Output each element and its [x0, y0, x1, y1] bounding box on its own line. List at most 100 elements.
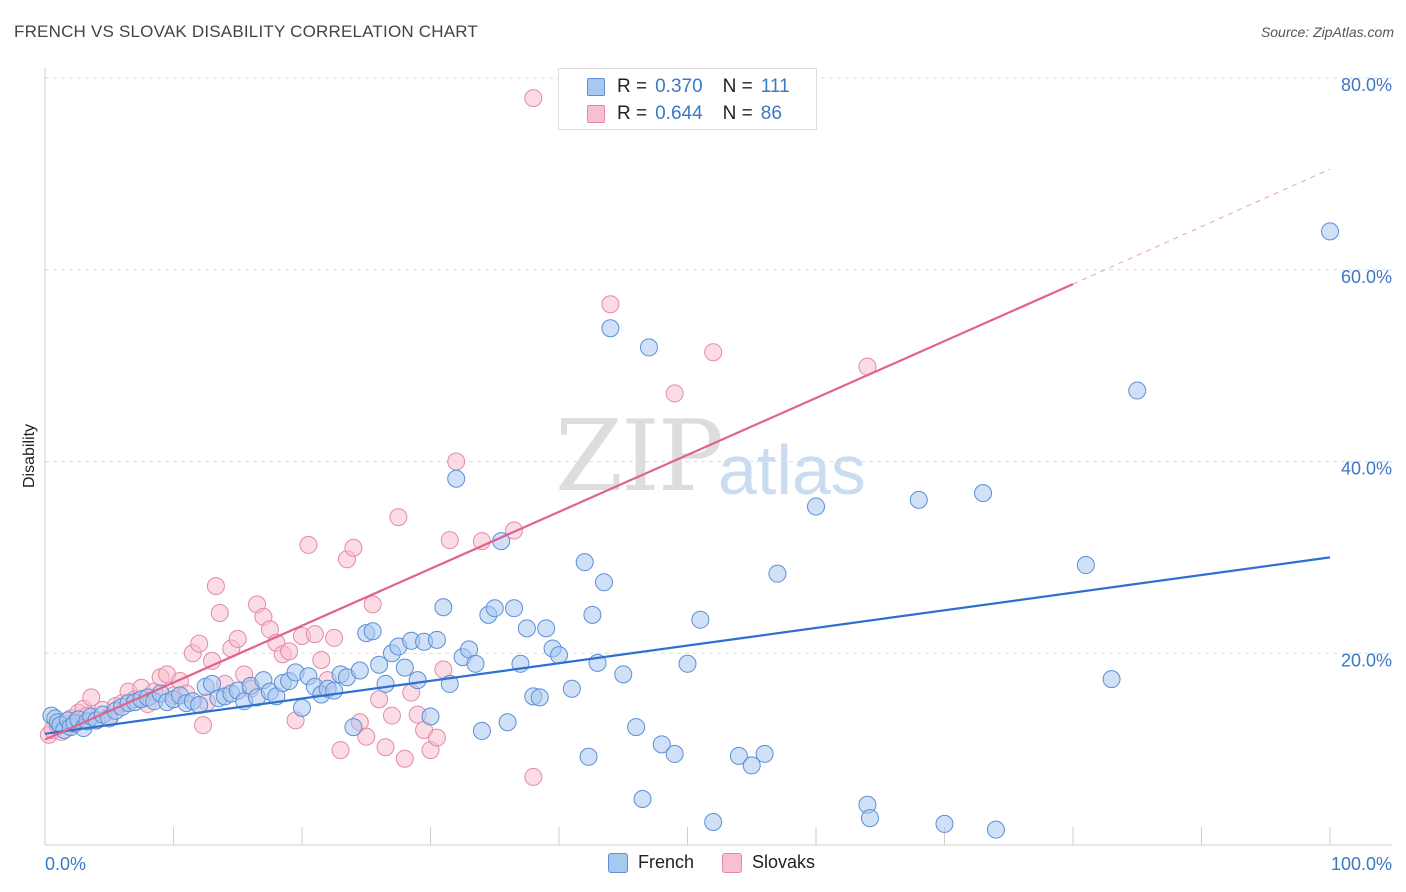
point-slovaks: [280, 642, 299, 661]
point-french: [601, 319, 620, 338]
point-slovaks: [427, 728, 446, 747]
point-slovaks: [325, 628, 344, 647]
point-french: [678, 654, 697, 673]
y-tick-label: 40.0%: [1341, 459, 1392, 479]
chart-source: Source: ZipAtlas.com: [1260, 24, 1394, 40]
point-french: [807, 497, 825, 516]
bottom-legend-label-french: French: [638, 852, 695, 872]
point-slovaks: [665, 384, 684, 403]
point-french: [755, 744, 774, 763]
point-french: [1102, 670, 1121, 689]
point-french: [537, 619, 556, 638]
point-french: [421, 707, 440, 726]
point-french: [704, 812, 723, 831]
point-french: [498, 713, 517, 732]
point-slovaks: [601, 295, 620, 314]
trend-line-french: [44, 556, 1331, 735]
legend-r-value-french: 0.370: [655, 76, 703, 97]
legend-swatch-slovaks: [587, 105, 605, 123]
point-french: [376, 674, 395, 693]
watermark-zip: ZIP: [555, 400, 724, 514]
point-french: [860, 809, 879, 828]
point-french: [665, 744, 684, 763]
grid-layer: [45, 77, 1392, 654]
bottom-legend-slovaks[interactable]: Slovaks: [722, 852, 815, 873]
point-french: [594, 573, 613, 592]
point-slovaks: [363, 595, 382, 614]
point-french: [627, 718, 646, 737]
legend-r-label: R =: [617, 103, 648, 124]
legend-row-french: R = 0.370 N = 111: [587, 76, 790, 98]
point-french: [729, 746, 748, 765]
point-french: [652, 735, 671, 754]
point-slovaks: [389, 508, 408, 527]
bottom-legend-swatch-slovaks: [722, 852, 743, 873]
legend-n-value-slovaks: 86: [760, 103, 782, 124]
legend-swatch-french: [587, 78, 605, 96]
point-slovaks: [194, 716, 213, 735]
trend-line-slovaks: [44, 283, 1074, 741]
point-slovaks: [82, 688, 101, 707]
trend-extension-slovaks: [1072, 168, 1331, 285]
point-slovaks: [206, 577, 225, 596]
bottom-legend-label-slovaks: Slovaks: [752, 852, 816, 872]
point-slovaks: [357, 727, 376, 746]
y-tick-label: 80.0%: [1341, 75, 1392, 95]
point-slovaks: [203, 651, 222, 670]
point-french: [370, 655, 389, 674]
point-french: [427, 630, 446, 649]
labels-layer: 20.0% 40.0% 60.0% 80.0% 0.0% 100.0% Disability: [21, 75, 1392, 874]
legend-n-value-french: 111: [760, 76, 790, 97]
point-french: [579, 747, 598, 766]
point-french: [344, 718, 363, 737]
point-french: [575, 553, 594, 572]
point-french: [1076, 556, 1095, 575]
point-french: [325, 681, 344, 700]
y-tick-label: 20.0%: [1341, 650, 1392, 670]
legend-n-label: N =: [722, 76, 753, 97]
point-slovaks: [228, 629, 247, 648]
x-tick-label: 100.0%: [1331, 854, 1392, 874]
point-french: [517, 619, 536, 638]
legend-row-slovaks: R = 0.644 N = 86: [587, 103, 782, 125]
point-slovaks: [395, 749, 414, 768]
point-french: [742, 756, 761, 775]
point-slovaks: [524, 89, 543, 108]
point-slovaks: [370, 690, 389, 709]
point-french: [505, 599, 524, 618]
y-tick-label: 60.0%: [1341, 267, 1392, 287]
point-french: [639, 338, 658, 357]
point-french: [909, 490, 928, 509]
point-french: [363, 622, 382, 641]
point-french: [768, 564, 787, 583]
point-french: [633, 789, 652, 808]
point-slovaks: [382, 706, 401, 725]
point-french: [350, 661, 369, 680]
point-french: [974, 484, 993, 503]
legend-n-label: N =: [722, 103, 753, 124]
point-french: [293, 698, 311, 717]
point-french: [562, 679, 581, 698]
point-slovaks: [440, 531, 459, 550]
point-french: [550, 646, 568, 665]
point-french: [986, 820, 1005, 839]
point-french: [935, 814, 954, 833]
bottom-legend-french[interactable]: French: [608, 852, 694, 873]
bottom-legend: French Slovaks: [608, 852, 843, 873]
axes-layer: [44, 68, 1392, 846]
legend-box: R = 0.370 N = 111 R = 0.644 N = 86: [558, 68, 817, 130]
point-french: [583, 605, 602, 624]
watermark-atlas: atlas: [718, 431, 866, 509]
point-french: [466, 654, 485, 673]
point-slovaks: [376, 738, 395, 757]
bottom-legend-swatch-french: [608, 852, 628, 873]
trend-layer: [44, 168, 1331, 741]
point-french: [434, 598, 453, 617]
point-slovaks: [524, 767, 543, 786]
point-french: [395, 658, 414, 677]
point-french: [408, 671, 427, 690]
point-slovaks: [704, 343, 723, 362]
point-french: [691, 610, 710, 629]
point-slovaks: [305, 625, 324, 644]
point-slovaks: [312, 650, 331, 669]
